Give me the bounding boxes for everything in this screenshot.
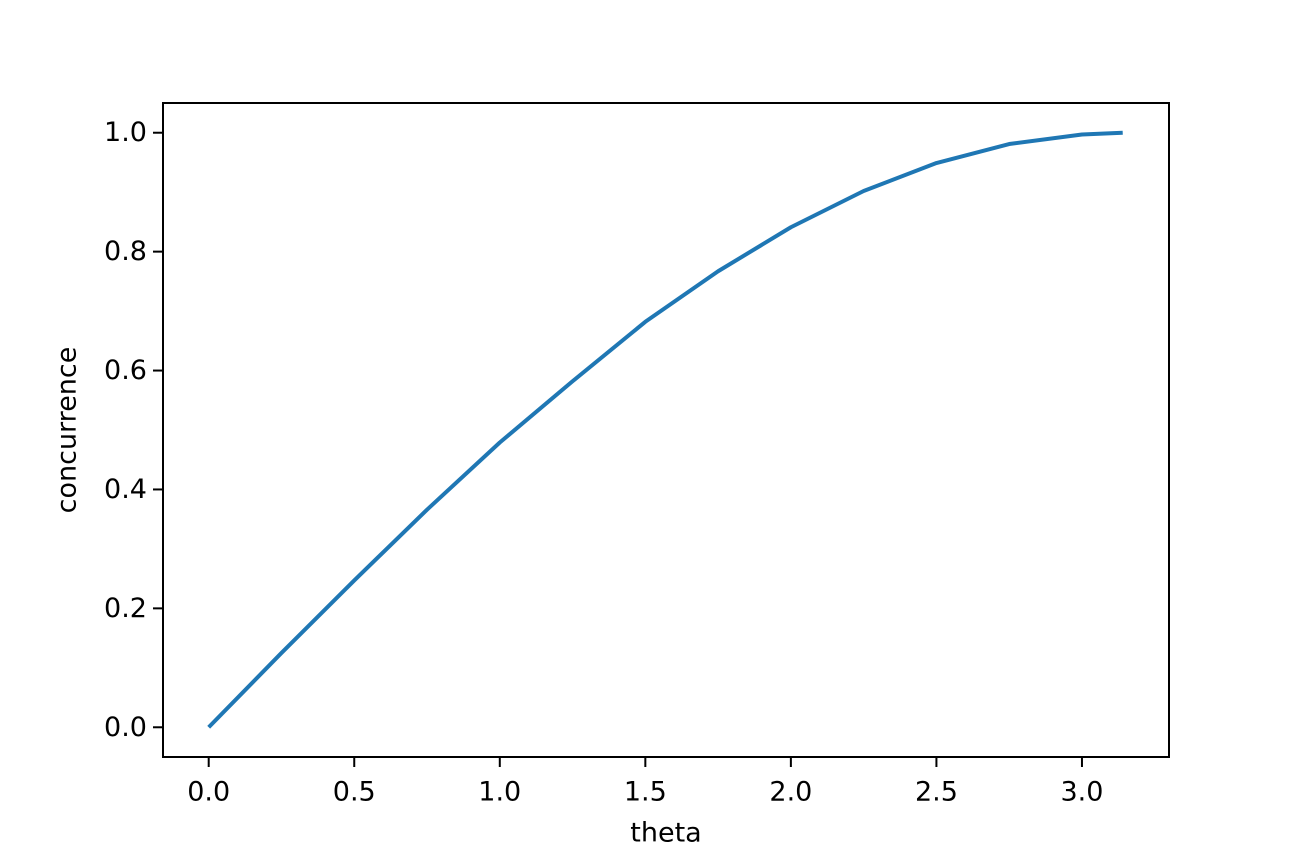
line [207, 130, 1123, 729]
y-tick-label: 1.0 [104, 117, 147, 148]
y-tick-label: 0.0 [104, 712, 147, 743]
y-tick-label: 0.2 [104, 593, 147, 624]
x-tick-label: 2.5 [915, 777, 958, 808]
x-tick-label: 3.0 [1060, 777, 1103, 808]
y-tick-label: 0.8 [104, 236, 147, 267]
x-tick-label: 1.0 [478, 777, 521, 808]
plot-frame [162, 102, 1170, 758]
y-axis-label: concurrence [52, 347, 83, 514]
y-tick-label: 0.4 [104, 474, 147, 505]
x-tick-label: 0.5 [333, 777, 376, 808]
y-tick-label: 0.6 [104, 355, 147, 386]
x-axis-label: theta [630, 818, 701, 849]
x-tick-label: 0.0 [187, 777, 230, 808]
x-tick-label: 1.5 [624, 777, 667, 808]
x-tick-label: 2.0 [769, 777, 812, 808]
